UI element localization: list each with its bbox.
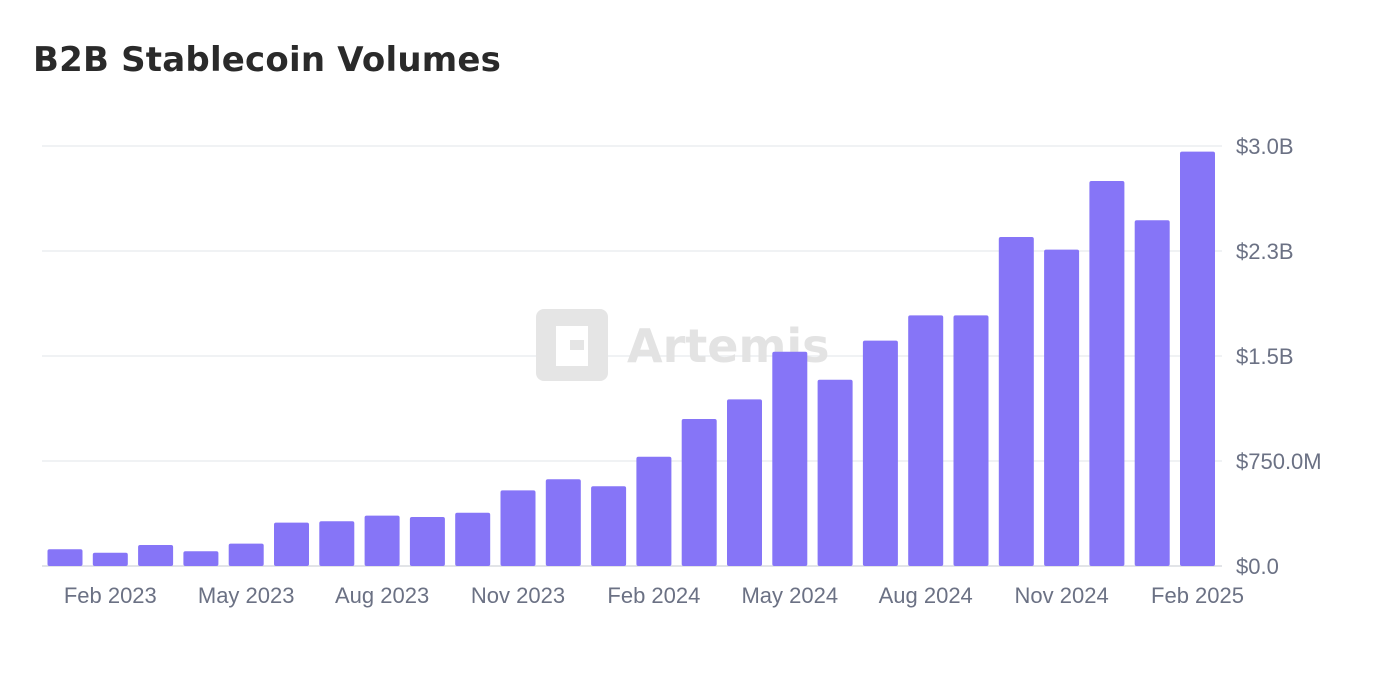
bar-mar-2023[interactable] [138,545,174,566]
bar-jul-2024[interactable] [862,340,898,566]
bar-feb-2024[interactable] [636,456,672,566]
bar-may-2023[interactable] [228,543,264,566]
bars [47,151,1215,566]
x-tick-label: Feb 2024 [607,583,700,608]
bar-dec-2024[interactable] [1089,181,1125,566]
bar-jan-2024[interactable] [591,486,627,566]
x-tick-label: May 2024 [741,583,838,608]
x-tick-label: Aug 2024 [879,583,973,608]
bar-jun-2024[interactable] [817,379,853,566]
bar-dec-2023[interactable] [545,479,581,566]
x-tick-label: Feb 2023 [64,583,157,608]
x-tick-label: May 2023 [198,583,295,608]
y-tick-label: $1.5B [1236,344,1294,369]
bar-nov-2024[interactable] [1044,249,1080,566]
y-tick-label: $750.0M [1236,449,1322,474]
watermark-logo-bar [570,340,584,350]
bar-feb-2023[interactable] [92,552,128,566]
x-tick-label: Nov 2024 [1015,583,1109,608]
y-axis-labels: $0.0 $750.0M $1.5B $2.3B $3.0B [1236,134,1322,579]
bar-apr-2024[interactable] [727,399,762,566]
bar-jan-2023[interactable] [47,549,83,566]
y-tick-label: $3.0B [1236,134,1294,159]
y-tick-label: $2.3B [1236,239,1294,264]
y-tick-label: $0.0 [1236,554,1279,579]
bar-sep-2024[interactable] [953,315,989,566]
bar-feb-2025[interactable] [1180,151,1215,566]
chart-title: B2B Stablecoin Volumes [33,40,502,80]
x-tick-label: Nov 2023 [471,583,565,608]
bar-oct-2023[interactable] [455,512,491,566]
bar-mar-2024[interactable] [681,419,717,566]
bar-jun-2023[interactable] [274,522,309,566]
bar-aug-2023[interactable] [364,515,400,566]
bar-oct-2024[interactable] [998,237,1034,566]
x-tick-label: Feb 2025 [1151,583,1244,608]
bar-may-2024[interactable] [772,351,808,566]
bar-apr-2023[interactable] [183,551,219,566]
bar-sep-2023[interactable] [409,517,445,566]
bar-aug-2024[interactable] [908,315,944,566]
x-tick-label: Aug 2023 [335,583,429,608]
bar-jan-2025[interactable] [1134,220,1170,566]
bar-nov-2023[interactable] [500,490,536,566]
bar-jul-2023[interactable] [319,521,355,566]
x-axis-labels: Feb 2023 May 2023 Aug 2023 Nov 2023 Feb 2024… [64,583,1244,608]
watermark: Artemis [536,309,830,381]
